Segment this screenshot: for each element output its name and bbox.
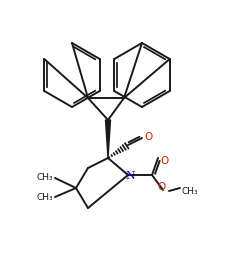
Text: O: O <box>157 182 165 192</box>
Text: O: O <box>159 156 167 166</box>
Text: N: N <box>125 171 134 181</box>
Polygon shape <box>105 120 110 158</box>
Text: CH₃: CH₃ <box>181 186 198 196</box>
Text: O: O <box>143 132 152 142</box>
Text: CH₃: CH₃ <box>36 173 53 183</box>
Text: CH₃: CH₃ <box>36 192 53 202</box>
